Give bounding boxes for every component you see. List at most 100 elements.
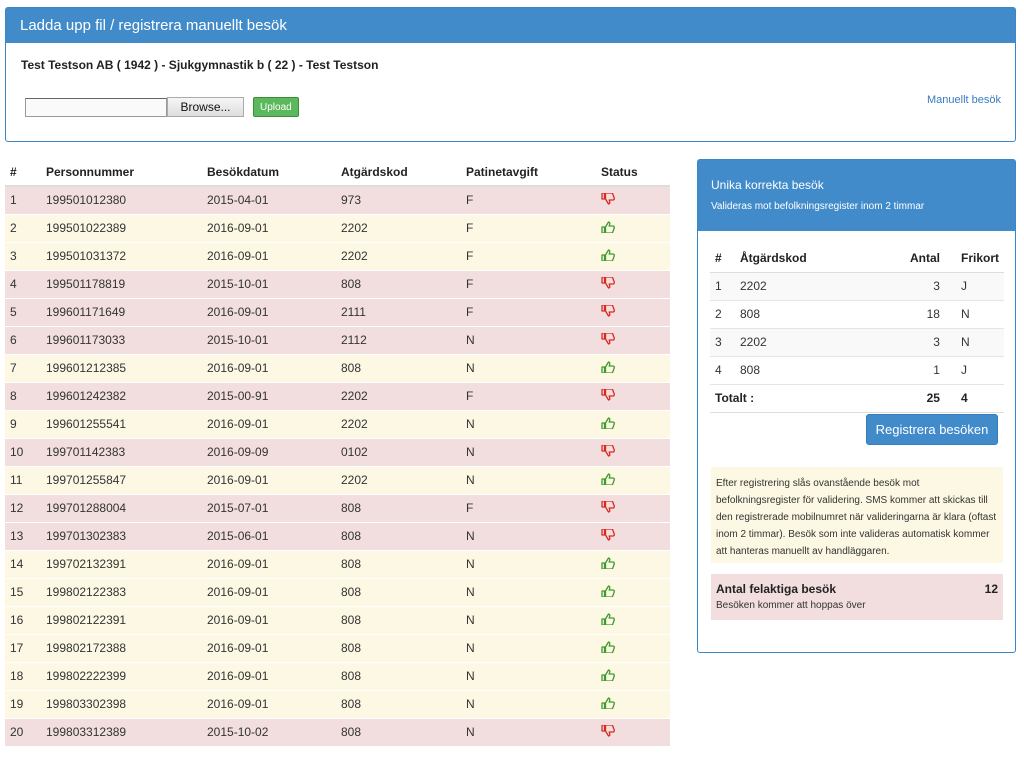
col-number: # bbox=[5, 158, 41, 187]
row-patient-fee: F bbox=[461, 185, 596, 214]
row-status bbox=[596, 717, 670, 746]
row-status bbox=[596, 577, 670, 606]
thumbs-up-icon bbox=[601, 220, 615, 234]
row-visit-date: 2016-09-01 bbox=[202, 297, 336, 326]
sum-row-free: N bbox=[944, 300, 1004, 329]
row-status bbox=[596, 185, 670, 214]
row-patient-fee: N bbox=[461, 353, 596, 382]
row-action-code: 973 bbox=[336, 185, 461, 214]
row-number: 7 bbox=[5, 353, 41, 382]
sum-row-code: 2202 bbox=[735, 272, 875, 301]
sum-row-code: 2202 bbox=[735, 328, 875, 357]
thumbs-down-icon bbox=[601, 275, 615, 289]
register-visits-button[interactable]: Registrera besöken bbox=[866, 414, 998, 445]
row-action-code: 808 bbox=[336, 493, 461, 522]
sum-row-free: N bbox=[944, 328, 1004, 357]
row-personnummer: 199701302383 bbox=[41, 521, 202, 550]
summary-table-header: # Åtgärdskod Antal Frikort bbox=[710, 244, 1004, 273]
row-status bbox=[596, 689, 670, 718]
row-status bbox=[596, 605, 670, 634]
row-visit-date: 2016-09-01 bbox=[202, 661, 336, 690]
file-path-input[interactable] bbox=[25, 97, 167, 117]
upload-panel-title: Ladda upp fil / registrera manuellt besö… bbox=[6, 8, 1015, 43]
sum-col-number: # bbox=[710, 244, 735, 273]
row-number: 6 bbox=[5, 325, 41, 354]
row-status bbox=[596, 213, 670, 242]
row-visit-date: 2016-09-01 bbox=[202, 633, 336, 662]
row-visit-date: 2016-09-01 bbox=[202, 465, 336, 494]
row-status bbox=[596, 325, 670, 354]
upload-button[interactable]: Upload bbox=[253, 97, 299, 117]
row-personnummer: 199802122383 bbox=[41, 577, 202, 606]
thumbs-down-icon bbox=[601, 303, 615, 317]
thumbs-down-icon bbox=[601, 527, 615, 541]
summary-panel-title: Unika korrekta besök bbox=[711, 178, 824, 192]
row-action-code: 2112 bbox=[336, 325, 461, 354]
row-visit-date: 2016-09-01 bbox=[202, 241, 336, 270]
row-status bbox=[596, 241, 670, 270]
thumbs-up-icon bbox=[601, 612, 615, 626]
row-status bbox=[596, 409, 670, 438]
row-status bbox=[596, 297, 670, 326]
row-visit-date: 2015-10-01 bbox=[202, 269, 336, 298]
row-visit-date: 2016-09-01 bbox=[202, 213, 336, 242]
file-upload-row: Browse... Upload bbox=[25, 97, 299, 117]
manual-visit-link[interactable]: Manuellt besök bbox=[927, 94, 1001, 106]
row-personnummer: 199501178819 bbox=[41, 269, 202, 298]
summary-panel-subtitle: Valideras mot befolkningsregister inom 2… bbox=[711, 201, 925, 212]
summary-panel-header: Unika korrekta besök Valideras mot befol… bbox=[698, 160, 1015, 231]
thumbs-down-icon bbox=[601, 443, 615, 457]
sum-row-code: 808 bbox=[735, 356, 875, 385]
row-number: 13 bbox=[5, 521, 41, 550]
row-action-code: 808 bbox=[336, 689, 461, 718]
row-personnummer: 199501031372 bbox=[41, 241, 202, 270]
row-action-code: 808 bbox=[336, 717, 461, 746]
row-personnummer: 199802222399 bbox=[41, 661, 202, 690]
row-patient-fee: F bbox=[461, 269, 596, 298]
browse-button[interactable]: Browse... bbox=[167, 97, 244, 117]
visit-row: 7 199601212385 2016-09-01 808 N bbox=[5, 353, 670, 382]
thumbs-down-icon bbox=[601, 499, 615, 513]
row-personnummer: 199803302398 bbox=[41, 689, 202, 718]
visit-row: 19 199803302398 2016-09-01 808 N bbox=[5, 689, 670, 718]
thumbs-down-icon bbox=[601, 724, 615, 737]
summary-table: # Åtgärdskod Antal Frikort 1 2202 3 J 2 808 18… bbox=[710, 244, 1004, 413]
row-personnummer: 199802172388 bbox=[41, 633, 202, 662]
summary-row: 1 2202 3 J bbox=[710, 272, 1004, 301]
row-patient-fee: N bbox=[461, 689, 596, 718]
thumbs-up-icon bbox=[601, 556, 615, 570]
row-action-code: 2202 bbox=[336, 465, 461, 494]
col-action-code: Atgärdskod bbox=[336, 158, 461, 187]
row-action-code: 2202 bbox=[336, 241, 461, 270]
row-personnummer: 199701255847 bbox=[41, 465, 202, 494]
row-action-code: 0102 bbox=[336, 437, 461, 466]
row-personnummer: 199702132391 bbox=[41, 549, 202, 578]
row-action-code: 808 bbox=[336, 521, 461, 550]
row-action-code: 2202 bbox=[336, 409, 461, 438]
row-visit-date: 2015-10-01 bbox=[202, 325, 336, 354]
row-status bbox=[596, 493, 670, 522]
row-patient-fee: N bbox=[461, 717, 596, 746]
row-personnummer: 199501012380 bbox=[41, 185, 202, 214]
row-status bbox=[596, 549, 670, 578]
row-visit-date: 2015-06-01 bbox=[202, 521, 336, 550]
sum-row-number: 1 bbox=[710, 272, 735, 301]
visit-row: 14 199702132391 2016-09-01 808 N bbox=[5, 549, 670, 578]
visit-row: 9 199601255541 2016-09-01 2202 N bbox=[5, 409, 670, 438]
row-number: 11 bbox=[5, 465, 41, 494]
page-subtitle: Test Testson AB ( 1942 ) - Sjukgymnastik… bbox=[21, 58, 379, 72]
sum-row-number: 4 bbox=[710, 356, 735, 385]
thumbs-down-icon bbox=[601, 192, 615, 205]
row-status bbox=[596, 269, 670, 298]
error-subtitle: Besöken kommer att hoppas över bbox=[716, 600, 866, 611]
row-patient-fee: F bbox=[461, 213, 596, 242]
info-box: Efter registrering slås ovanstående besö… bbox=[711, 467, 1003, 563]
row-action-code: 2202 bbox=[336, 213, 461, 242]
row-number: 14 bbox=[5, 549, 41, 578]
row-personnummer: 199701288004 bbox=[41, 493, 202, 522]
row-action-code: 808 bbox=[336, 353, 461, 382]
row-action-code: 2111 bbox=[336, 297, 461, 326]
row-number: 8 bbox=[5, 381, 41, 410]
row-visit-date: 2016-09-01 bbox=[202, 577, 336, 606]
row-patient-fee: N bbox=[461, 661, 596, 690]
